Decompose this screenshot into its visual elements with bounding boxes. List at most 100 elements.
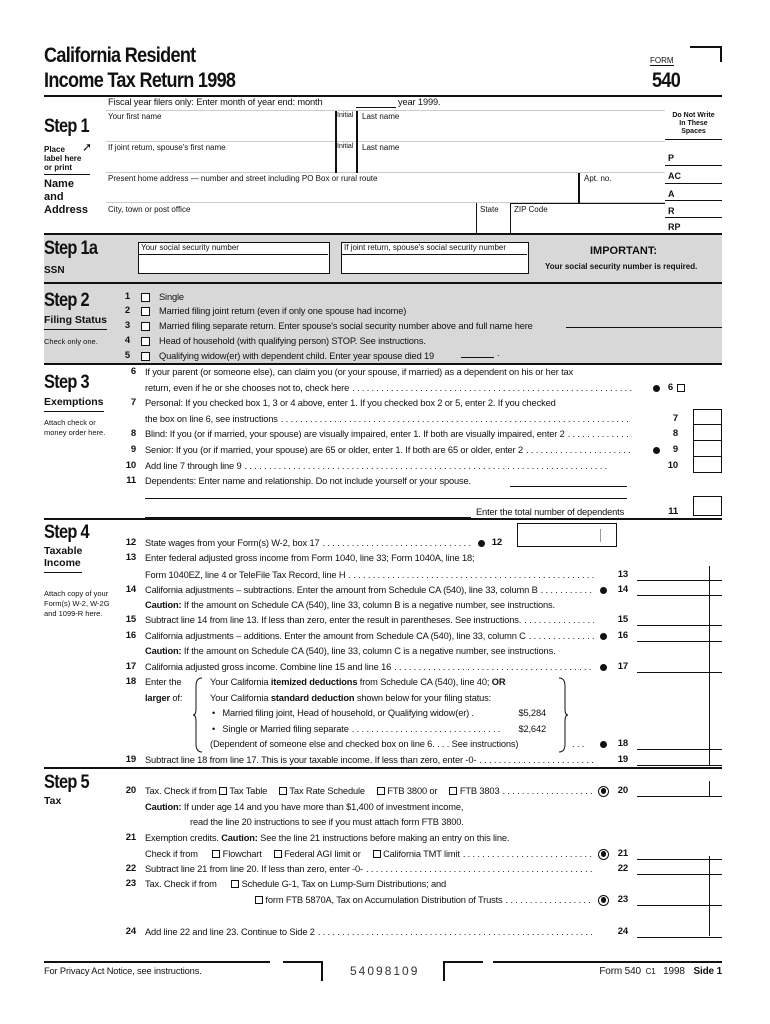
zip-label[interactable]: ZIP Code — [514, 205, 548, 214]
line-text: Caution: — [145, 646, 182, 656]
important-label: IMPORTANT: — [590, 245, 658, 257]
amount-input[interactable] — [637, 796, 722, 797]
spouse-died-year-input[interactable] — [461, 357, 494, 358]
line-text: OR — [491, 677, 506, 687]
line-content: Check if from Flowchart Federal AGI limi… — [145, 847, 594, 861]
code-r: R — [665, 201, 722, 218]
line-content: California adjusted gross income. Combin… — [145, 660, 594, 674]
amount-input[interactable] — [637, 874, 722, 875]
your-ssn-field[interactable]: Your social security number — [138, 242, 330, 274]
amount-input[interactable] — [637, 749, 722, 750]
filing-status-checkbox[interactable] — [141, 322, 150, 331]
dot-leader — [394, 660, 594, 674]
line-text: State wages from your Form(s) W-2, box 1… — [145, 538, 320, 548]
spouse-ssn-field[interactable]: If joint return, spouse's social securit… — [341, 242, 529, 274]
checkbox[interactable] — [231, 880, 240, 888]
city-label[interactable]: City, town or post office — [108, 205, 191, 214]
dot-leader — [245, 459, 632, 473]
entry-box[interactable] — [693, 440, 722, 457]
line-content: Subtract line 18 from line 17. This is y… — [145, 753, 594, 767]
checkbox[interactable] — [279, 787, 288, 795]
line-number: 18 — [125, 676, 136, 687]
bullet-icon — [653, 447, 660, 454]
address-row[interactable] — [106, 173, 665, 203]
line-content: Your California standard deduction shown… — [210, 691, 594, 705]
deduction-amount: $5,284 — [518, 708, 546, 718]
spouse-name-row[interactable] — [106, 142, 665, 173]
line-text: return, even if he or she chooses not to… — [145, 383, 350, 393]
amount-input[interactable] — [637, 672, 722, 673]
line-content: Caution: If the amount on Schedule CA (5… — [145, 644, 594, 658]
dot-leader — [502, 784, 594, 798]
line-text: Enter the — [145, 677, 182, 687]
dot-leader — [568, 427, 632, 441]
amount-input[interactable] — [637, 905, 722, 906]
dot-leader — [463, 847, 594, 861]
first-name-row[interactable] — [106, 111, 665, 142]
code-a: A — [665, 184, 722, 201]
line-19: 19 Subtract line 18 from line 17. This is… — [0, 753, 770, 767]
filing-status-checkbox[interactable] — [141, 352, 150, 361]
filing-status-band — [44, 283, 722, 364]
line-number: 17 — [125, 661, 136, 672]
radio-marker-icon — [598, 894, 609, 906]
checkbox[interactable] — [376, 787, 385, 795]
form-number: 540 — [652, 69, 681, 92]
amount-input[interactable] — [637, 625, 722, 626]
state-label[interactable]: State — [480, 205, 499, 214]
header-rule — [44, 95, 722, 97]
checkbox[interactable] — [449, 787, 458, 795]
line-cont: • Single or Married filing separate $2,64… — [0, 722, 770, 736]
step1-heading: Step 1 — [44, 116, 90, 137]
amount-input[interactable] — [637, 859, 722, 860]
trail-dots: . . . — [572, 739, 585, 749]
spouse-last-name-label: Last name — [362, 143, 400, 152]
fiscal-year-text: Fiscal year filers only: Enter month of … — [108, 97, 323, 107]
dependents-input[interactable] — [510, 486, 627, 487]
checkbox[interactable] — [255, 896, 263, 904]
line-14: 14 California adjustments – subtractions.… — [0, 583, 770, 597]
amount-input[interactable] — [637, 595, 722, 596]
line-ref: 18 — [617, 738, 628, 749]
option-label: Married filing separate return. Enter sp… — [159, 321, 533, 331]
entry-box[interactable] — [693, 424, 722, 441]
step3-heading: Step 3 — [44, 372, 90, 393]
dot-leader — [352, 381, 632, 395]
amount-input[interactable] — [637, 765, 722, 766]
checkbox[interactable] — [273, 850, 282, 858]
spouse-full-name-input[interactable] — [566, 327, 722, 328]
amount-input[interactable] — [637, 580, 722, 581]
line-text: form FTB 5870A, Tax on Accumulation Dist… — [263, 895, 503, 905]
form-title-line2: Income Tax Return 1998 — [44, 69, 236, 92]
line-ref: 21 — [617, 848, 628, 859]
dependent-checkbox[interactable] — [677, 384, 685, 392]
dot-leader — [366, 862, 594, 876]
amount-input[interactable] — [637, 937, 722, 938]
entry-box[interactable] — [693, 496, 722, 516]
place-label-note: Place label here or print — [44, 145, 82, 172]
line-content: the box on line 6, see instructions — [145, 412, 632, 426]
dependents-input-line2[interactable] — [145, 498, 627, 499]
state-wages-input[interactable] — [517, 523, 617, 547]
line-content: form FTB 5870A, Tax on Accumulation Dist… — [255, 893, 594, 907]
check-only-one-note: Check only one. — [44, 337, 98, 346]
filing-status-checkbox[interactable] — [141, 307, 150, 316]
form-code: 54098109 — [350, 964, 420, 978]
filing-status-checkbox[interactable] — [141, 337, 150, 346]
line-text: Enter the total number of dependents — [476, 507, 625, 517]
taxable-income-sub: Taxable Income — [44, 545, 83, 573]
checkbox[interactable] — [212, 850, 221, 858]
line-18: 18 Enter the Your California itemized dedu… — [0, 675, 770, 689]
checkbox[interactable] — [219, 787, 228, 795]
line-text: California adjustments – subtractions. E… — [145, 585, 538, 595]
amount-input[interactable] — [637, 641, 722, 642]
dot-leader — [479, 753, 594, 767]
entry-box[interactable] — [693, 456, 722, 473]
exemptions-sub: Exemptions — [44, 396, 104, 412]
radio-marker-icon — [598, 848, 609, 860]
fiscal-month-input[interactable] — [356, 107, 396, 108]
filing-status-checkbox[interactable] — [141, 293, 150, 302]
option-number: 4 — [124, 335, 130, 346]
line-number: 7 — [130, 397, 136, 408]
checkbox[interactable] — [372, 850, 381, 858]
